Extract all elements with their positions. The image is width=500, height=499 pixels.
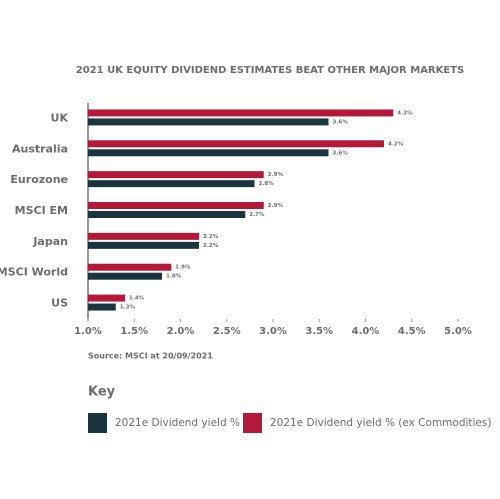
legend-label: 2021e Dividend yield % (ex Commodities) bbox=[270, 417, 491, 429]
legend-swatch bbox=[243, 413, 262, 433]
y-tick-label: MSCI World bbox=[0, 266, 68, 279]
data-label: 2.2% bbox=[203, 243, 219, 249]
data-label: 2.2% bbox=[203, 234, 219, 240]
y-tick-label: Australia bbox=[12, 142, 68, 155]
y-tick-label: Japan bbox=[32, 235, 68, 248]
x-tick-label: 1.0% bbox=[74, 326, 102, 337]
y-tick-label: Eurozone bbox=[10, 173, 68, 186]
x-tick-label: 1.5% bbox=[120, 326, 148, 337]
bar bbox=[88, 211, 246, 218]
bar bbox=[88, 294, 125, 302]
bar bbox=[88, 109, 394, 117]
data-label: 2.9% bbox=[268, 172, 284, 178]
bar bbox=[88, 118, 329, 126]
data-label: 4.2% bbox=[388, 141, 404, 147]
y-tick-label: MSCI EM bbox=[15, 204, 68, 217]
bar bbox=[88, 171, 264, 179]
bar bbox=[88, 149, 329, 157]
bar bbox=[88, 180, 255, 188]
legend-swatch bbox=[88, 413, 107, 433]
x-tick-label: 2.0% bbox=[167, 326, 195, 337]
data-label: 1.4% bbox=[129, 296, 145, 302]
data-label: 1.9% bbox=[175, 265, 191, 271]
data-label: 1.8% bbox=[166, 274, 182, 280]
bar bbox=[88, 140, 384, 148]
data-label: 3.6% bbox=[333, 119, 349, 125]
x-tick-label: 3.0% bbox=[259, 326, 287, 337]
data-label: 3.6% bbox=[333, 150, 349, 156]
chart-title: 2021 UK EQUITY DIVIDEND ESTIMATES BEAT O… bbox=[76, 65, 464, 76]
data-label: 2.8% bbox=[259, 181, 275, 187]
data-label: 2.7% bbox=[249, 212, 265, 218]
y-tick-label: US bbox=[51, 297, 68, 310]
x-tick-label: 4.5% bbox=[398, 326, 426, 337]
bar bbox=[88, 263, 172, 271]
x-tick-label: 5.0% bbox=[444, 326, 472, 337]
x-tick-label: 3.5% bbox=[305, 326, 333, 337]
legend-label: 2021e Dividend yield % bbox=[115, 417, 240, 429]
data-label: 2.9% bbox=[268, 203, 284, 209]
bar bbox=[88, 232, 199, 240]
legend-title: Key bbox=[88, 385, 116, 400]
bar bbox=[88, 241, 199, 249]
x-tick-label: 2.5% bbox=[213, 326, 241, 337]
bar bbox=[88, 303, 116, 311]
bar bbox=[88, 202, 264, 209]
source-note: Source: MSCI at 20/09/2021 bbox=[88, 352, 213, 361]
y-tick-label: UK bbox=[51, 111, 69, 124]
x-tick-label: 4.0% bbox=[352, 326, 380, 337]
bar bbox=[88, 272, 162, 280]
data-label: 1.3% bbox=[120, 305, 136, 311]
data-label: 4.3% bbox=[397, 110, 413, 116]
